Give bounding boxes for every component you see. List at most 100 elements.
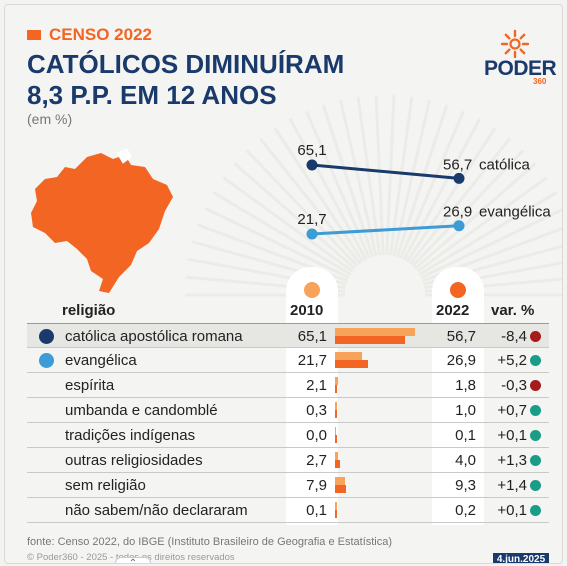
value-2010: 2,7 (306, 452, 327, 469)
table-row: espírita 2,1 1,8 -0,3 (27, 373, 549, 398)
value-2022: 1,0 (455, 402, 476, 419)
bar-2022 (335, 336, 405, 344)
year-2022-dot (450, 282, 466, 298)
row-label: católica apostólica romana (65, 328, 243, 345)
variation-value: +0,1 (497, 502, 527, 519)
sunburst-background (185, 95, 562, 297)
value-2022: 0,1 (455, 427, 476, 444)
series-point (453, 220, 465, 232)
eyebrow-bar (27, 30, 41, 40)
bar-2010 (335, 352, 362, 360)
header-2010: 2010 (290, 302, 324, 319)
variation-value: +5,2 (497, 352, 527, 369)
infographic-card: CENSO 2022 CATÓLICOS DIMINUÍRAM 8,3 P.P.… (4, 4, 563, 564)
variation-value: -0,3 (501, 377, 527, 394)
chevron-up-icon[interactable]: ⌃ (115, 557, 151, 563)
year-2010-dot (304, 282, 320, 298)
religion-table: católica apostólica romana 65,1 56,7 -8,4 ev… (27, 323, 549, 523)
logo-number: 360 (533, 77, 547, 86)
row-label: tradições indígenas (65, 427, 196, 444)
value-2022: 0,2 (455, 502, 476, 519)
value-2022: 1,8 (455, 377, 476, 394)
decrease-dot (530, 380, 541, 391)
increase-dot (530, 480, 541, 491)
row-label: umbanda e candomblé (65, 402, 218, 419)
variation-value: +0,7 (497, 402, 527, 419)
table-row: católica apostólica romana 65,1 56,7 -8,4 (27, 323, 549, 348)
value-2022: 9,3 (455, 477, 476, 494)
data-label-2010: 65,1 (297, 142, 326, 159)
series-line-0 (311, 163, 460, 180)
table-row: outras religiosidades 2,7 4,0 +1,3 (27, 448, 549, 473)
increase-dot (530, 455, 541, 466)
bar-2010 (335, 377, 338, 385)
bar-2022 (335, 410, 337, 418)
series-marker-dot (39, 329, 54, 344)
value-2010: 0,0 (306, 427, 327, 444)
bar-2022 (335, 485, 347, 493)
header-variacao: var. % (491, 302, 535, 319)
series-name-label: evangélica (479, 204, 551, 221)
bar-2022 (335, 385, 338, 393)
data-label-2022: 26,9 (443, 204, 472, 221)
series-point (306, 159, 318, 171)
unit-label: (em %) (27, 111, 73, 127)
title-line-1: CATÓLICOS DIMINUÍRAM (27, 49, 345, 79)
value-2010: 2,1 (306, 377, 327, 394)
column-2010-background (286, 267, 338, 525)
poder360-logo[interactable]: PODER 360 (484, 29, 557, 89)
variation-value: +1,4 (497, 477, 527, 494)
column-2022-background (432, 267, 484, 525)
value-2010: 0,1 (306, 502, 327, 519)
data-label-2010: 21,7 (297, 211, 326, 228)
table-row: não sabem/não declararam 0,1 0,2 +0,1 (27, 498, 549, 523)
slope-chart: 65,1 56,7 católica 21,7 26,9 evangélica (185, 95, 562, 297)
header-2022: 2022 (436, 302, 470, 319)
decrease-dot (530, 331, 541, 342)
value-2022: 26,9 (446, 352, 476, 369)
data-label-2022: 56,7 (443, 156, 472, 173)
variation-value: -8,4 (501, 328, 527, 345)
row-label: não sabem/não declararam (65, 502, 248, 519)
table-row: umbanda e candomblé 0,3 1,0 +0,7 (27, 398, 549, 423)
row-label: sem religião (65, 477, 146, 494)
series-marker-dot (39, 353, 54, 368)
eyebrow-text: CENSO 2022 (49, 25, 152, 44)
row-label: outras religiosidades (65, 452, 203, 469)
bar-2010 (335, 502, 337, 510)
brazil-map-icon (31, 148, 173, 293)
bar-2010 (335, 402, 337, 410)
series-point (306, 228, 318, 240)
table-row: evangélica 21,7 26,9 +5,2 (27, 348, 549, 373)
bar-2022 (335, 360, 369, 368)
value-2022: 4,0 (455, 452, 476, 469)
header-religiao: religião (62, 302, 116, 319)
table-row: sem religião 7,9 9,3 +1,4 (27, 473, 549, 498)
row-label: evangélica (65, 352, 137, 369)
sun-icon (500, 29, 530, 59)
increase-dot (530, 405, 541, 416)
series-name-label: católica (479, 156, 531, 173)
increase-dot (530, 355, 541, 366)
increase-dot (530, 430, 541, 441)
table-row: tradições indígenas 0,0 0,1 +0,1 (27, 423, 549, 448)
logo-word: PODER (484, 57, 557, 80)
title-line-2: 8,3 P.P. EM 12 ANOS (27, 80, 277, 110)
bar-2022 (335, 435, 337, 443)
series-point (453, 172, 465, 184)
bar-2010 (335, 328, 415, 336)
date-badge: 4.jun.2025 (493, 553, 549, 563)
page-title: CATÓLICOS DIMINUÍRAM 8,3 P.P. EM 12 ANOS (27, 49, 357, 111)
bar-2022 (335, 460, 340, 468)
bar-2010 (335, 427, 336, 435)
value-2022: 56,7 (446, 328, 476, 345)
value-2010: 21,7 (297, 352, 327, 369)
value-2010: 0,3 (306, 402, 327, 419)
bar-2010 (335, 477, 345, 485)
bar-2022 (335, 510, 337, 518)
bar-2010 (335, 452, 339, 460)
row-label: espírita (65, 377, 115, 394)
variation-value: +0,1 (497, 427, 527, 444)
eyebrow: CENSO 2022 (27, 25, 152, 45)
source-note: fonte: Censo 2022, do IBGE (Instituto Br… (27, 536, 393, 548)
